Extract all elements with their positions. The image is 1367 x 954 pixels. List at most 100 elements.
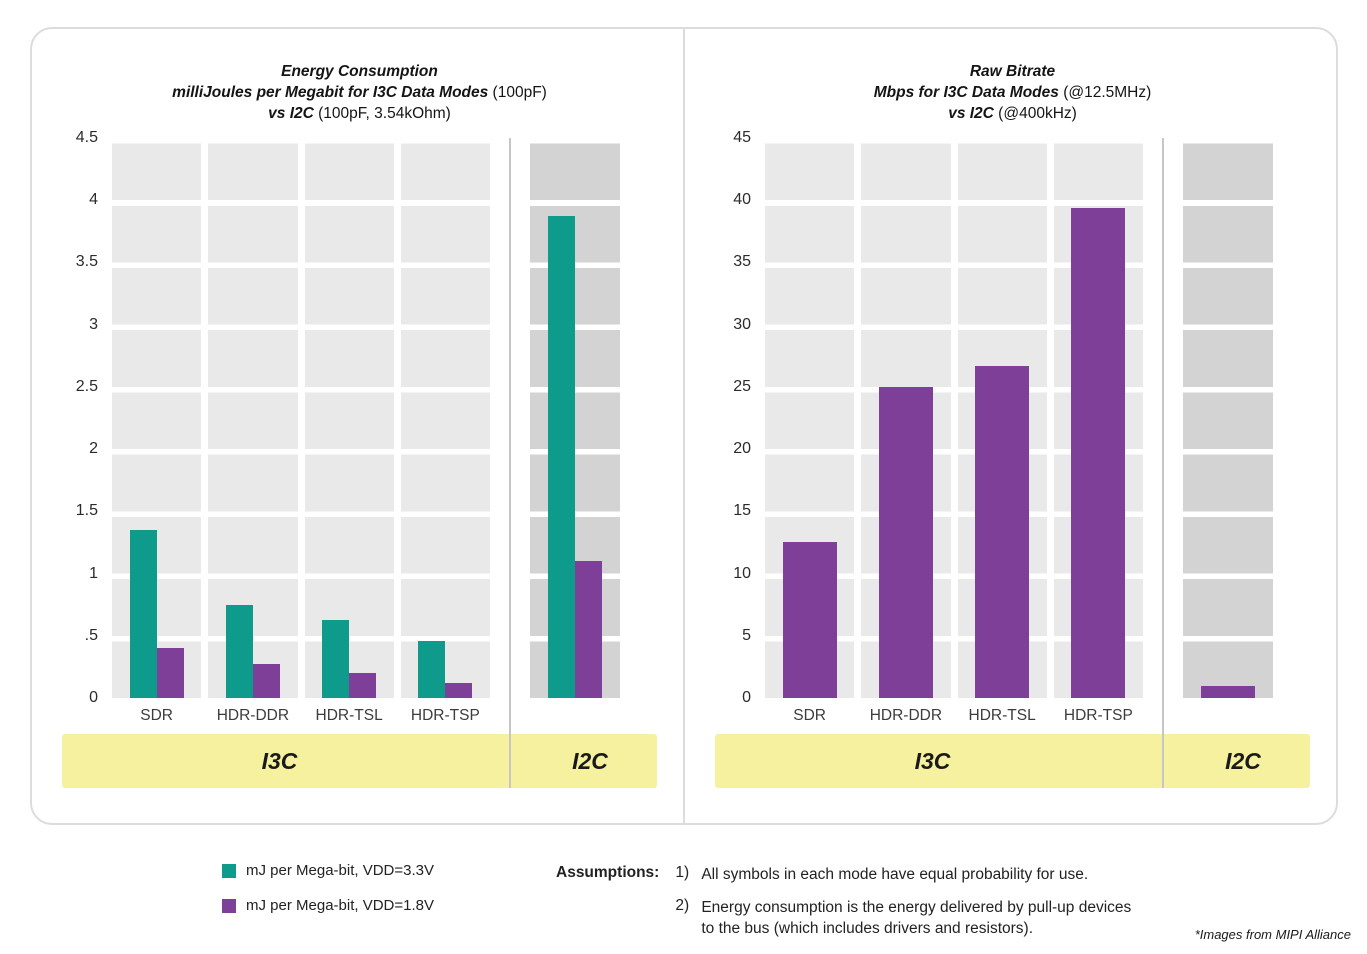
bar-hdr-tsp: [418, 640, 446, 698]
bar-group: [1183, 685, 1273, 698]
legend-item: mJ per Mega-bit, VDD=3.3V: [222, 862, 434, 879]
category-column-hdr-tsl: [304, 138, 394, 698]
bar-group: [305, 619, 394, 698]
group-banner: I3C I2C: [62, 734, 657, 788]
bar-sdr: [156, 648, 184, 698]
chart-plot: 0 5 10 15 20 25 30 35 40 45 SDR HDR-DDR HDR-TSL HDR-…: [715, 129, 1310, 788]
category-column-hdr-tsl: [957, 138, 1047, 698]
category-column-sdr: [112, 138, 202, 698]
bar-hdr-ddr: [878, 386, 933, 698]
chart-title-text: (@12.5MHz): [1058, 84, 1152, 101]
chart-title-text: (100pF): [488, 84, 547, 101]
chart-title-text: vs I2C: [948, 105, 994, 122]
legend-swatch-teal-icon: [222, 863, 236, 878]
bar-group: [861, 386, 950, 698]
x-axis-category-label: HDR-DDR: [869, 707, 943, 724]
chart-title-line: Energy Consumption: [62, 61, 657, 82]
group-separator-line: [1162, 138, 1164, 788]
chart-title-text: Raw Bitrate: [969, 63, 1056, 80]
bar-group: [530, 216, 620, 698]
bar-hdr-ddr: [225, 604, 253, 698]
plot-columns: [112, 138, 657, 788]
assumption-text: Energy consumption is the energy deliver…: [701, 899, 1132, 937]
plot-columns: [765, 138, 1310, 788]
chart-title-text: (100pF, 3.54kOhm): [313, 105, 451, 122]
x-axis-labels: SDR HDR-DDR HDR-TSL HDR-TSP: [765, 698, 1310, 734]
y-axis-tick-label: 5: [742, 626, 751, 644]
group-band-label-i2c: I2C: [572, 747, 608, 774]
chart-title-text: milliJoules per Megabit for I3C Data Mod…: [172, 84, 489, 101]
chart-title-text: (@400kHz): [993, 105, 1077, 122]
bar-hdr-tsl: [322, 619, 350, 698]
y-axis-tick-label: 10: [733, 564, 751, 582]
group-banner: I3C I2C: [715, 734, 1310, 788]
x-axis-category-label: HDR-TSP: [1063, 707, 1133, 724]
group-separator-space: [497, 138, 523, 788]
y-axis-tick-label: 0: [742, 689, 751, 706]
category-column-hdr-tsp: [1053, 138, 1143, 698]
y-axis-tick-label: 4.5: [75, 129, 98, 146]
category-column-sdr: [765, 138, 855, 698]
y-axis-tick-label: 25: [733, 377, 751, 395]
legend-label: mJ per Mega-bit, VDD=1.8V: [246, 897, 434, 914]
chart-title: Energy Consumption milliJoules per Megabi…: [62, 61, 657, 124]
group-band-label-i3c: I3C: [261, 747, 298, 774]
bar-sdr: [129, 530, 157, 698]
bar-group: [208, 604, 297, 698]
category-column-hdr-tsp: [400, 138, 490, 698]
assumption-item: 2) Energy consumption is the energy deli…: [675, 897, 1146, 939]
group-separator-line: [509, 138, 511, 788]
y-axis-tick-label: 4: [89, 191, 98, 209]
y-axis-tick-label: .5: [84, 626, 98, 644]
y-axis-tick-label: 3.5: [75, 253, 98, 271]
bar-group: [958, 365, 1047, 698]
chart-title-line: vs I2C (@400kHz): [715, 103, 1310, 124]
chart-title-line: milliJoules per Megabit for I3C Data Mod…: [62, 82, 657, 103]
x-axis-category-label: SDR: [140, 707, 173, 724]
y-axis: 0 .5 1 1.5 2 2.5 3 3.5 4 4.5: [62, 129, 104, 706]
category-column-hdr-ddr: [861, 138, 951, 698]
group-band-label-i3c: I3C: [914, 747, 951, 774]
legend-label: mJ per Mega-bit, VDD=3.3V: [246, 862, 434, 879]
x-axis-labels: SDR HDR-DDR HDR-TSL HDR-TSP: [112, 698, 657, 734]
legend-item: mJ per Mega-bit, VDD=1.8V: [222, 897, 434, 914]
bar-hdr-tsp: [1071, 207, 1126, 698]
legend: mJ per Mega-bit, VDD=3.3V mJ per Mega-bi…: [222, 862, 434, 932]
chart-plot: 0 .5 1 1.5 2 2.5 3 3.5 4 4.5 SDR HDR-DDR HDR-TSL HDR…: [62, 129, 657, 788]
bar-group: [765, 542, 854, 698]
y-axis-tick-label: 30: [733, 315, 751, 333]
assumption-text: All symbols in each mode have equal prob…: [701, 866, 1089, 883]
group-band-label-i2c: I2C: [1225, 747, 1261, 774]
y-axis-tick-label: 2: [89, 440, 98, 458]
category-column-i2c: [530, 138, 620, 698]
raw-bitrate-chart: Raw Bitrate Mbps for I3C Data Modes (@12.…: [685, 29, 1336, 823]
bar-i2c: [1201, 685, 1255, 698]
y-axis-tick-label: 35: [733, 253, 751, 271]
y-axis-tick-label: 15: [733, 502, 751, 520]
column-trailing-space: [1280, 138, 1310, 698]
bar-i2c: [575, 561, 602, 698]
y-axis-tick-label: 3: [89, 315, 98, 333]
assumptions-heading: Assumptions:: [556, 864, 660, 881]
x-axis-category-label: SDR: [793, 707, 826, 724]
bar-hdr-tsl: [349, 673, 377, 698]
assumptions-list: 1) All symbols in each mode have equal p…: [675, 864, 1146, 951]
bar-hdr-tsp: [445, 683, 473, 698]
footnote: *Images from MIPI Alliance: [1194, 927, 1351, 942]
column-trailing-space: [627, 138, 657, 698]
y-axis-tick-label: 1.5: [75, 502, 98, 520]
energy-consumption-chart: Energy Consumption milliJoules per Megabi…: [32, 29, 685, 823]
x-axis-category-label: HDR-DDR: [216, 707, 290, 724]
bar-hdr-tsl: [975, 365, 1030, 698]
chart-title-text: vs I2C: [268, 105, 314, 122]
y-axis-tick-label: 20: [733, 440, 751, 458]
y-axis-tick-label: 1: [89, 564, 98, 582]
assumption-item: 1) All symbols in each mode have equal p…: [675, 864, 1146, 885]
y-axis: 0 5 10 15 20 25 30 35 40 45: [715, 129, 757, 706]
chart-title-line: vs I2C (100pF, 3.54kOhm): [62, 103, 657, 124]
assumptions: Assumptions: 1) All symbols in each mode…: [556, 864, 1146, 951]
bar-hdr-ddr: [252, 664, 280, 698]
x-axis-category-label: HDR-TSL: [315, 707, 383, 724]
assumption-number: 1): [675, 864, 690, 881]
category-column-hdr-ddr: [208, 138, 298, 698]
